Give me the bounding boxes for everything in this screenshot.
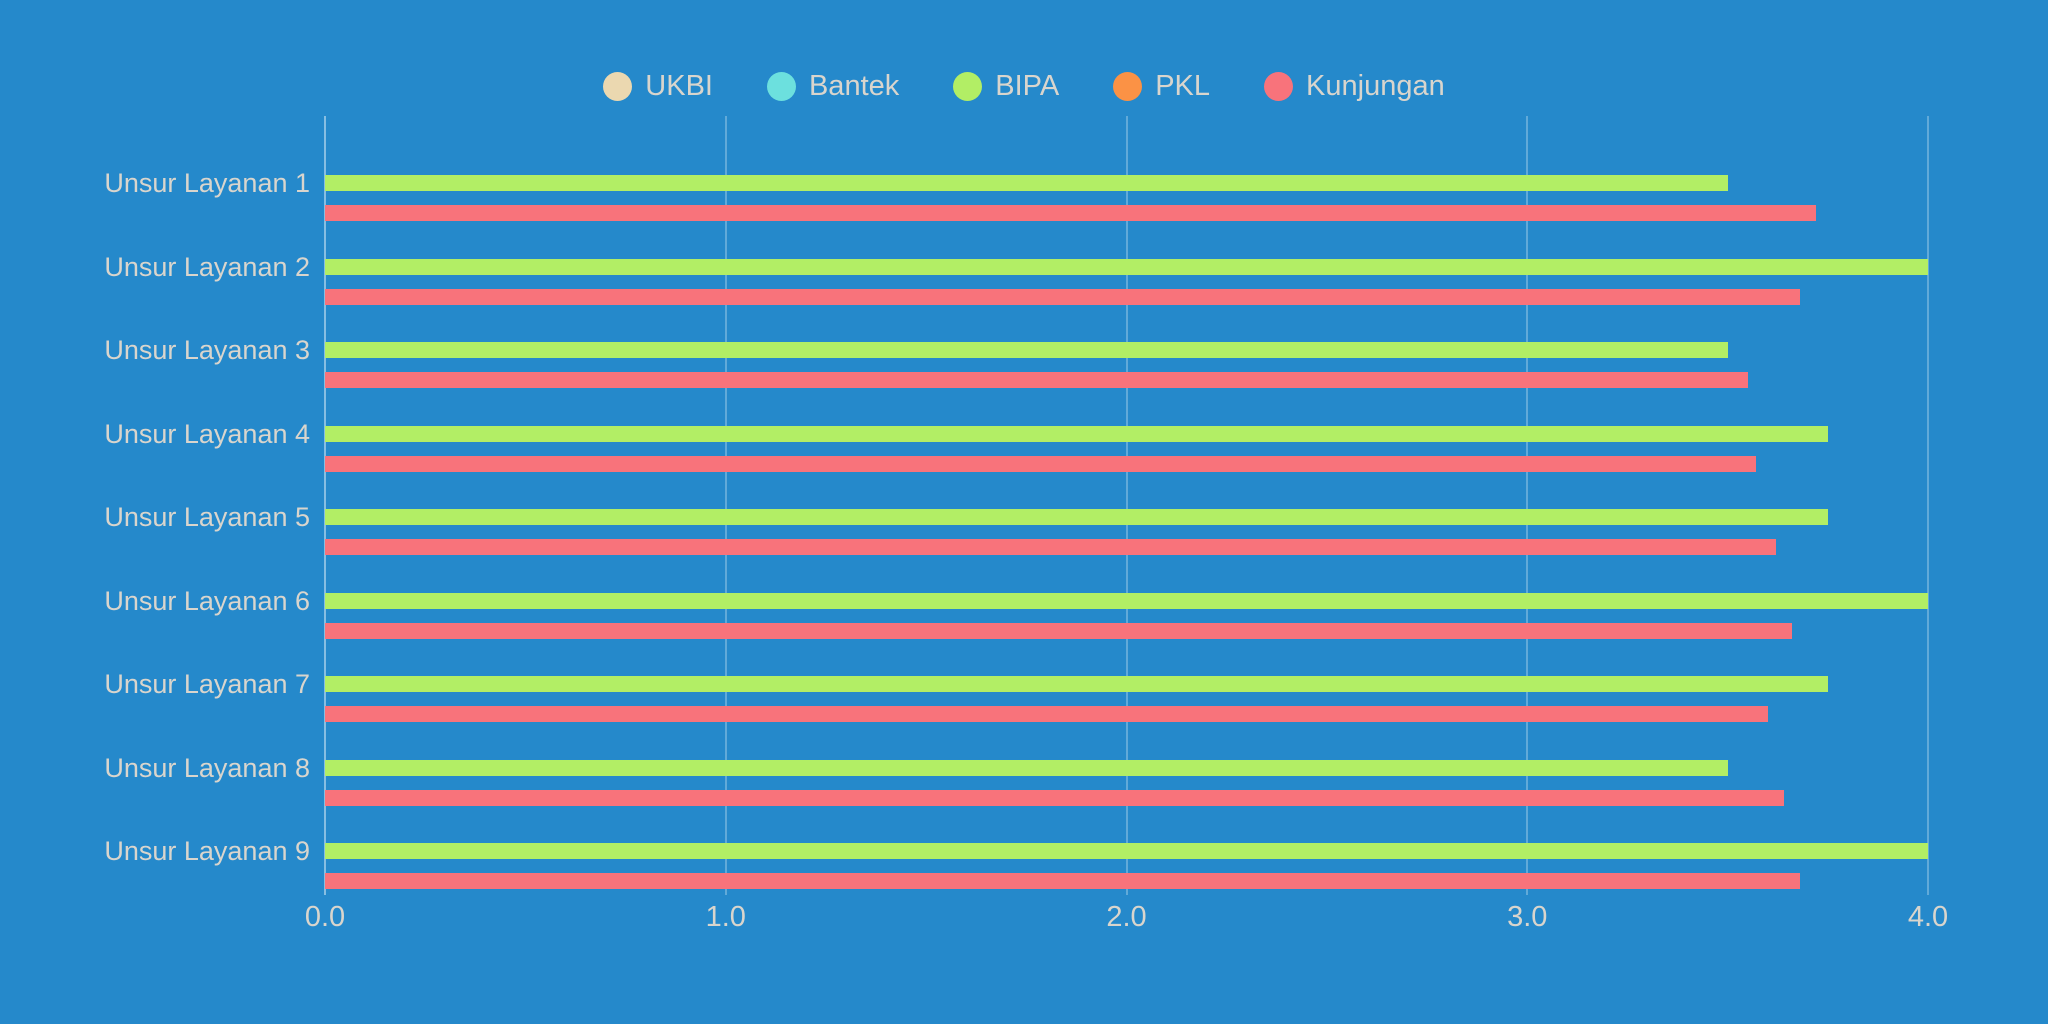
- x-tick-label: 2.0: [1106, 901, 1147, 933]
- category-label: Unsur Layanan 6: [104, 585, 310, 616]
- chart-legend: UKBI Bantek BIPA PKL Kunjungan: [0, 72, 2048, 101]
- bar-kunjungan-unsur-layanan-3[interactable]: [325, 372, 1748, 388]
- category-label: Unsur Layanan 5: [104, 502, 310, 532]
- gridline-x-1.0: [724, 116, 727, 895]
- bar-kunjungan-unsur-layanan-4[interactable]: [325, 455, 1756, 472]
- legend-swatch-kunjungan: [1264, 72, 1294, 101]
- x-tick-label: 3.0: [1507, 901, 1548, 933]
- bar-bipa-unsur-layanan-8[interactable]: [325, 759, 1728, 776]
- legend-swatch-ukbi: [603, 72, 633, 101]
- bar-kunjungan-unsur-layanan-7[interactable]: [325, 706, 1768, 722]
- bar-kunjungan-unsur-layanan-8[interactable]: [325, 789, 1784, 806]
- bar-bipa-unsur-layanan-4[interactable]: [325, 425, 1828, 442]
- category-label: Unsur Layanan 4: [104, 418, 310, 449]
- legend-label: Kunjungan: [1306, 70, 1445, 102]
- category-label: Unsur Layanan 9: [104, 836, 310, 866]
- legend-item-kunjungan[interactable]: Kunjungan: [1264, 72, 1445, 101]
- category-label: Unsur Layanan 8: [104, 752, 310, 783]
- category-label: Unsur Layanan 1: [104, 168, 310, 198]
- legend-label: Bantek: [808, 70, 900, 102]
- category-label: Unsur Layanan 2: [104, 251, 310, 282]
- y-axis-line: [324, 116, 326, 895]
- bar-kunjungan-unsur-layanan-9[interactable]: [325, 873, 1800, 889]
- bar-bipa-unsur-layanan-5[interactable]: [325, 509, 1828, 525]
- bar-bipa-unsur-layanan-9[interactable]: [325, 843, 1928, 859]
- gridline-x-4.0: [1927, 116, 1929, 895]
- category-label: Unsur Layanan 7: [104, 669, 310, 699]
- bar-bipa-unsur-layanan-1[interactable]: [325, 175, 1728, 191]
- x-tick-label: 1.0: [705, 901, 746, 933]
- bar-bipa-unsur-layanan-2[interactable]: [325, 258, 1928, 275]
- legend-swatch-bipa: [953, 72, 983, 101]
- x-tick-label: 4.0: [1907, 901, 1949, 933]
- legend-swatch-bantek: [766, 72, 796, 101]
- legend-swatch-pkl: [1113, 72, 1143, 101]
- gridline-x-2.0: [1125, 116, 1128, 895]
- bar-kunjungan-unsur-layanan-6[interactable]: [325, 622, 1792, 639]
- category-label: Unsur Layanan 3: [104, 335, 310, 365]
- bar-bipa-unsur-layanan-7[interactable]: [325, 676, 1828, 692]
- legend-label: BIPA: [995, 70, 1060, 102]
- bar-kunjungan-unsur-layanan-5[interactable]: [325, 539, 1776, 555]
- legend-label: UKBI: [645, 70, 713, 102]
- legend-item-bipa[interactable]: BIPA: [953, 72, 1059, 101]
- legend-label: PKL: [1155, 70, 1211, 102]
- bar-bipa-unsur-layanan-3[interactable]: [325, 342, 1728, 358]
- legend-item-bantek[interactable]: Bantek: [766, 70, 900, 102]
- bar-kunjungan-unsur-layanan-1[interactable]: [325, 205, 1816, 221]
- bar-bipa-unsur-layanan-6[interactable]: [325, 592, 1928, 609]
- legend-item-pkl[interactable]: PKL: [1113, 72, 1210, 101]
- legend-item-ukbi[interactable]: UKBI: [603, 72, 713, 101]
- bar-kunjungan-unsur-layanan-2[interactable]: [325, 288, 1800, 305]
- gridline-x-3.0: [1526, 116, 1529, 895]
- x-tick-label: 0.0: [304, 901, 346, 933]
